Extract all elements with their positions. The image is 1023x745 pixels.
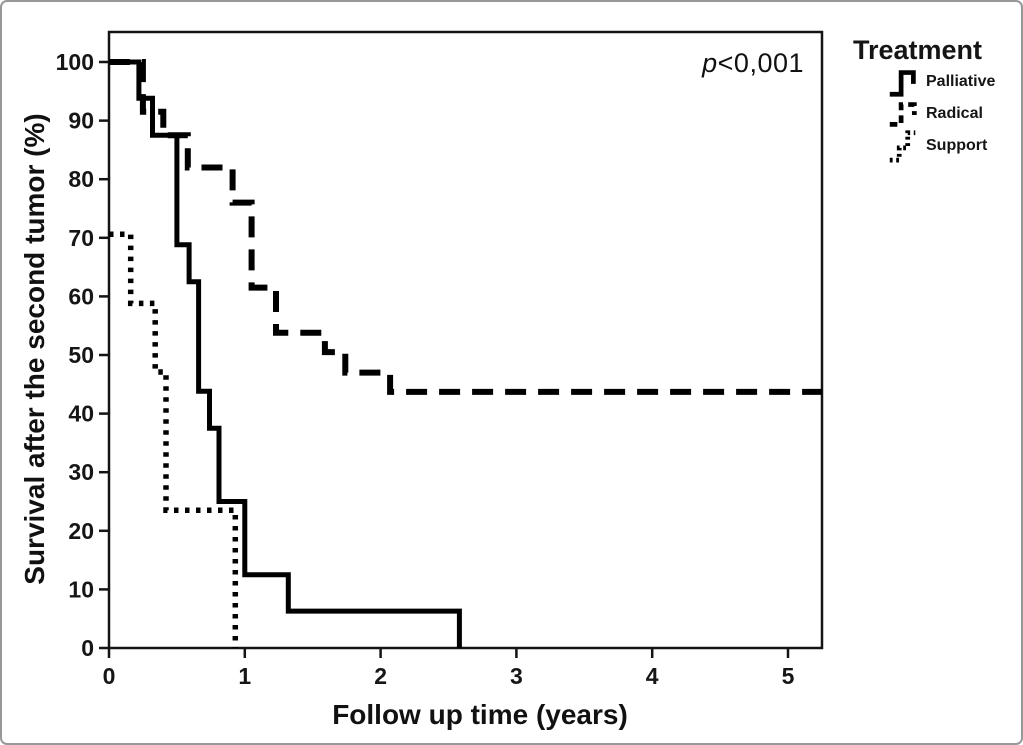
y-tick-label: 30 (68, 459, 94, 485)
y-tick-label: 40 (68, 401, 94, 427)
x-tick-label: 0 (103, 663, 116, 689)
y-tick-label: 70 (68, 225, 94, 251)
legend-title: Treatment (853, 35, 983, 65)
y-tick-label: 100 (56, 49, 94, 75)
y-tick-label: 20 (68, 518, 94, 544)
x-tick-label: 1 (238, 663, 251, 689)
legend-label: Palliative (926, 73, 996, 91)
y-tick-label: 60 (68, 283, 94, 309)
series-line-support (109, 231, 239, 648)
x-axis-ticks: 0 1 2 3 4 5 (103, 648, 795, 689)
y-tick-label: 80 (68, 166, 94, 192)
legend-label: Radical (926, 105, 983, 123)
radical-dashed-line-icon (889, 102, 917, 128)
y-tick-label: 90 (68, 108, 94, 134)
y-axis-ticks: 0 10 20 30 40 50 60 70 80 90 100 (56, 49, 109, 661)
legend-item-support: Support (853, 130, 1021, 163)
legend-label: Support (926, 137, 988, 155)
support-dotted-line-icon (889, 130, 916, 163)
y-tick-label: 50 (68, 342, 94, 368)
legend-item-palliative: Palliative (853, 66, 1021, 98)
y-axis-title: Survival after the second tumor (%) (19, 113, 50, 584)
palliative-solid-line-icon (889, 70, 916, 97)
x-tick-label: 3 (510, 663, 523, 689)
series-line-palliative (109, 59, 462, 648)
legend: Treatment Palliative Radical Support (853, 35, 1021, 163)
x-tick-label: 4 (646, 663, 659, 689)
series-line-radical (109, 59, 822, 395)
p-value-annotation: p<0,001 (662, 48, 804, 79)
y-tick-label: 0 (81, 635, 94, 661)
p-value-text: <0,001 (717, 48, 804, 78)
series-lines (109, 59, 822, 648)
x-tick-label: 5 (782, 663, 795, 689)
plot-frame (107, 30, 824, 650)
x-tick-label: 2 (374, 663, 387, 689)
p-symbol: p (702, 48, 718, 78)
y-tick-label: 10 (68, 576, 94, 602)
x-axis-title: Follow up time (years) (332, 699, 628, 730)
legend-item-radical: Radical (853, 98, 1021, 130)
